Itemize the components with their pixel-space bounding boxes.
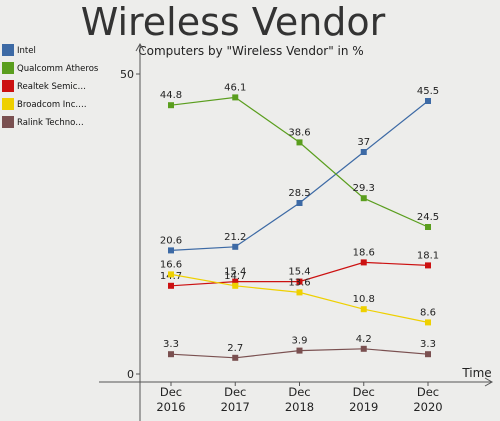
series-2-point-2 — [296, 278, 303, 285]
series-1-label-3: 29.3 — [353, 183, 375, 194]
series-0-point-4 — [425, 98, 431, 104]
legend-swatch-4 — [2, 116, 14, 128]
series-4-label-0: 3.3 — [163, 339, 179, 350]
series-3-label-2: 13.6 — [288, 277, 310, 288]
series-4: 3.3 2.7 3.9 4.2 3.3 — [163, 334, 436, 361]
series-1-point-2 — [296, 139, 303, 146]
series-2-label-2: 15.4 — [288, 267, 310, 278]
legend-label-0: Intel — [17, 46, 36, 56]
legend-label-3: Broadcom Inc.… — [17, 100, 87, 110]
legend-swatch-3 — [2, 98, 14, 110]
legend-swatch-2 — [2, 80, 14, 92]
x-tick-label-4: Dec 2020 — [413, 385, 442, 414]
series-3-point-3 — [360, 306, 367, 313]
series-1-point-0 — [168, 102, 174, 109]
series-4-point-0 — [168, 351, 174, 358]
series-2-point-4 — [425, 262, 431, 269]
series-0-point-1 — [232, 243, 239, 250]
series-0-point-2 — [296, 200, 303, 206]
legend-swatch-0 — [2, 44, 14, 56]
x-tick-label-3: Dec 2019 — [349, 385, 378, 414]
x-tick-label-1: Dec 2017 — [221, 385, 250, 414]
series-3-point-0 — [168, 271, 174, 278]
series-0-point-0 — [168, 247, 174, 254]
series-4-point-2 — [296, 347, 303, 354]
series-4-label-3: 4.2 — [356, 334, 372, 345]
y-tick-label-1: 50 — [120, 68, 134, 81]
series-3-point-1 — [232, 282, 239, 289]
series-1-point-1 — [232, 94, 239, 101]
series-2-point-0 — [168, 282, 174, 289]
series-2-label-1: 15.4 — [224, 267, 246, 278]
chart-subtitle: Computers by "Wireless Vendor" in % — [138, 44, 363, 58]
legend-label-1: Qualcomm Atheros — [17, 64, 99, 74]
series-1-label-1: 46.1 — [224, 82, 246, 93]
series-4-point-4 — [425, 351, 431, 358]
x-axis-title: Time — [461, 366, 491, 380]
legend: Intel Qualcomm Atheros Realtek Semic… Broad… — [2, 44, 99, 128]
series-1-label-0: 44.8 — [160, 90, 182, 101]
series-0-label-3: 37 — [357, 137, 370, 148]
y-axis-arrow — [135, 42, 145, 52]
series-2-point-1 — [232, 278, 239, 285]
x-tick-label-0: Dec 2016 — [156, 385, 185, 414]
series-4-point-3 — [360, 345, 367, 352]
legend-label-2: Realtek Semic… — [17, 82, 86, 92]
series-1-point-3 — [360, 195, 367, 202]
series-3-label-0: 16.6 — [160, 259, 182, 270]
series-3-point-2 — [296, 289, 303, 296]
series-0-point-3 — [360, 149, 367, 155]
series-2-label-3: 18.6 — [353, 247, 375, 258]
series-2-label-4: 18.1 — [417, 250, 439, 261]
legend-label-4: Ralink Techno… — [17, 118, 84, 128]
series-line-0 — [170, 100, 429, 251]
legend-swatch-1 — [2, 62, 14, 74]
series-line-1 — [170, 96, 429, 228]
series-3-label-3: 10.8 — [353, 294, 375, 305]
chart-title: Wireless Vendor — [81, 0, 386, 44]
series-3: 16.6 14.7 13.6 10.8 8.6 — [160, 259, 436, 326]
series-3-label-1: 14.7 — [224, 271, 246, 282]
series-4-label-2: 3.9 — [292, 336, 308, 347]
series-layer: 20.6 21.2 28.5 37 45.5 44.8 46.1 38.6 29.3 24.5 14… — [160, 82, 439, 361]
series-1-label-2: 38.6 — [288, 127, 310, 138]
y-tick-label-0: 0 — [127, 368, 134, 381]
series-2-point-3 — [360, 259, 367, 266]
axes: 0 50 Dec 2016 Dec 2017 Dec 2018 Dec 2019 Dec 2020 Ti… — [99, 42, 494, 421]
x-axis-arrow — [484, 377, 494, 387]
series-4-label-1: 2.7 — [227, 343, 243, 354]
series-4-label-4: 3.3 — [420, 339, 436, 350]
series-1-label-4: 24.5 — [417, 212, 439, 223]
series-3-label-4: 8.6 — [420, 307, 436, 318]
series-3-point-4 — [425, 319, 431, 326]
series-0-label-1: 21.2 — [224, 232, 246, 243]
series-0-label-4: 45.5 — [417, 86, 439, 97]
series-1: 44.8 46.1 38.6 29.3 24.5 — [160, 82, 439, 230]
series-1-point-4 — [425, 224, 431, 230]
series-4-point-1 — [232, 354, 239, 361]
series-0-label-2: 28.5 — [288, 188, 310, 199]
series-0-label-0: 20.6 — [160, 235, 182, 246]
series-0: 20.6 21.2 28.5 37 45.5 — [160, 86, 439, 254]
x-tick-label-2: Dec 2018 — [285, 385, 314, 414]
